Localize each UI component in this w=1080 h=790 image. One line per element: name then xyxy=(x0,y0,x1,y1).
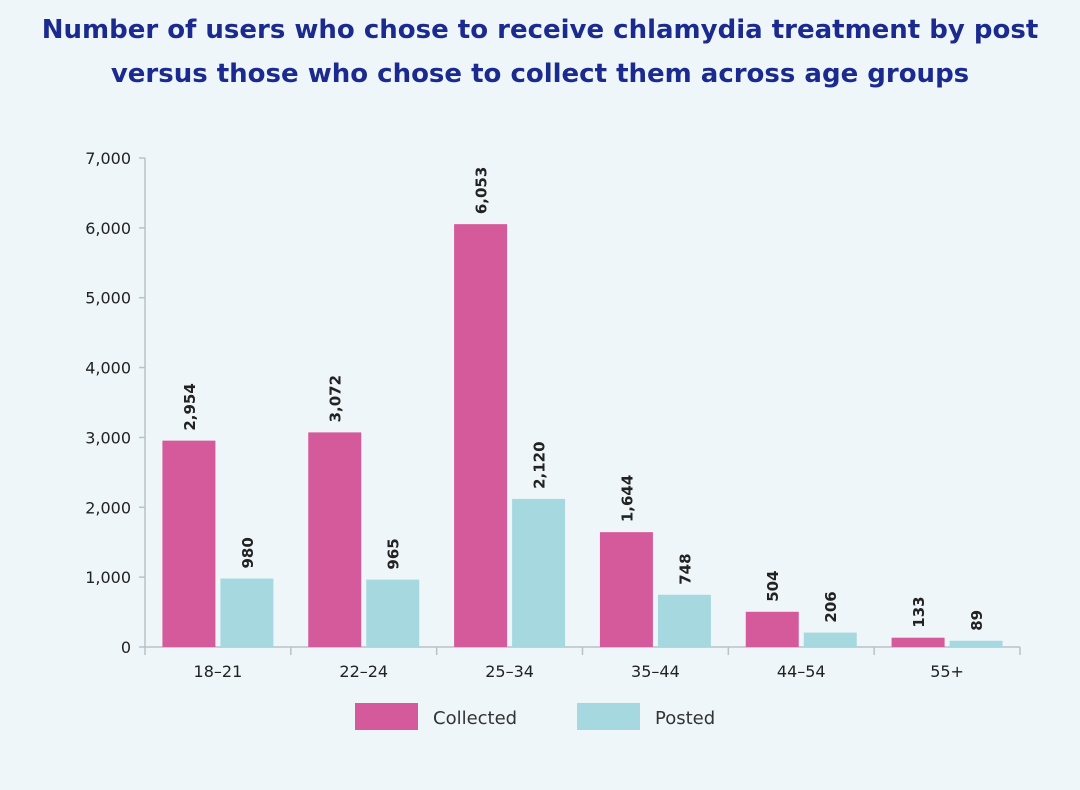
y-tick-label: 0 xyxy=(121,638,131,657)
bar-posted xyxy=(803,632,857,647)
x-tick-label: 18–21 xyxy=(194,662,243,681)
legend-label-collected: Collected xyxy=(433,708,517,729)
data-label: 980 xyxy=(239,537,257,568)
legend-swatch-collected xyxy=(355,703,418,730)
bar-posted xyxy=(512,498,566,647)
y-tick-label: 4,000 xyxy=(85,359,131,378)
x-tick-label: 55+ xyxy=(930,662,964,681)
bar-posted xyxy=(220,578,274,647)
data-label: 89 xyxy=(968,610,986,631)
legend-swatch-posted xyxy=(577,703,640,730)
y-tick-label: 1,000 xyxy=(85,568,131,587)
x-tick-label: 22–24 xyxy=(339,662,388,681)
legend: Collected Posted xyxy=(355,703,715,730)
data-label: 965 xyxy=(385,538,403,569)
x-tick-label: 44–54 xyxy=(777,662,826,681)
data-label: 504 xyxy=(764,570,782,601)
data-label: 3,072 xyxy=(327,375,345,422)
bar-collected xyxy=(891,637,945,647)
legend-label-posted: Posted xyxy=(655,708,715,729)
bar-collected xyxy=(599,532,653,647)
y-axis: 0 1,000 2,000 3,000 4,000 5,000 6,000 7,000 xyxy=(85,149,146,657)
y-tick-label: 3,000 xyxy=(85,428,131,447)
data-label: 133 xyxy=(910,596,928,627)
y-tick-label: 7,000 xyxy=(85,149,131,168)
x-tick-label: 25–34 xyxy=(485,662,534,681)
data-label: 206 xyxy=(822,591,840,622)
x-tick-label: 35–44 xyxy=(631,662,680,681)
bar-collected xyxy=(308,432,362,647)
x-axis: 18–21 22–24 25–34 35–44 44–54 55+ xyxy=(144,646,1021,681)
bar-collected xyxy=(745,611,799,647)
data-label: 2,954 xyxy=(181,383,199,430)
bar-collected xyxy=(162,440,216,647)
y-tick-label: 2,000 xyxy=(85,498,131,517)
bar-collected xyxy=(454,224,508,647)
y-tick-label: 5,000 xyxy=(85,289,131,308)
data-label: 6,053 xyxy=(473,167,491,214)
y-tick-label: 6,000 xyxy=(85,219,131,238)
bars xyxy=(162,224,1003,647)
chart-title: Number of users who chose to receive chl… xyxy=(41,15,1039,89)
data-label: 748 xyxy=(676,553,694,584)
data-label: 2,120 xyxy=(531,441,549,488)
data-label: 1,644 xyxy=(618,475,636,522)
data-labels: 2,954 980 3,072 965 6,053 2,120 1,644 748 504 206… xyxy=(181,167,986,631)
bar-posted xyxy=(366,579,420,647)
bar-posted xyxy=(949,640,1003,647)
bar-posted xyxy=(657,594,711,647)
